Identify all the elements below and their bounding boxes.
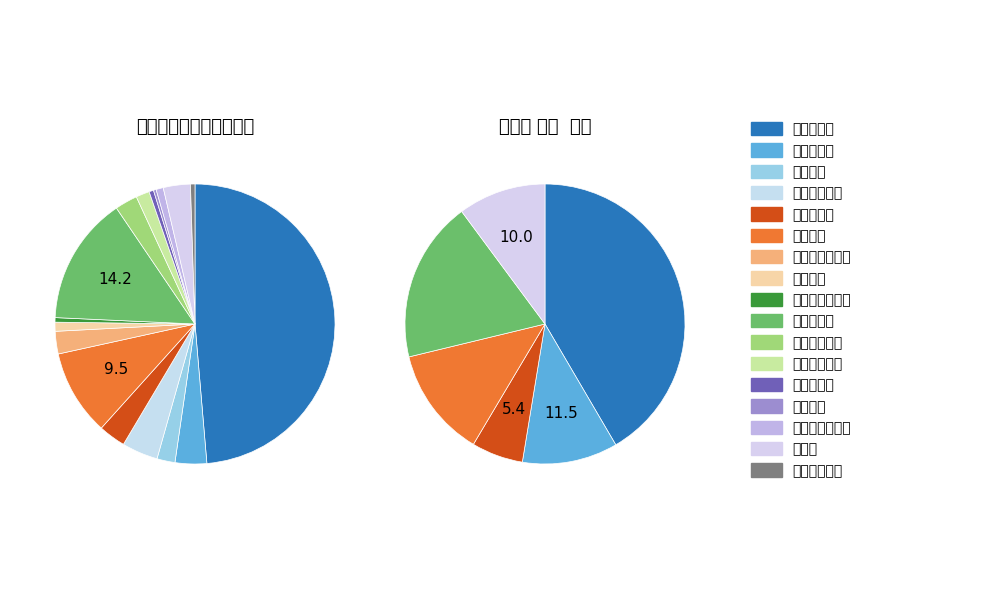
Wedge shape bbox=[55, 208, 195, 324]
Legend: ストレート, ツーシーム, シュート, カットボール, スプリット, フォーク, チェンジアップ, シンカー, 高速スライダー, スライダー, 縦スライダー, : ストレート, ツーシーム, シュート, カットボール, スプリット, フォーク,… bbox=[747, 118, 856, 482]
Text: 14.2: 14.2 bbox=[99, 272, 132, 287]
Wedge shape bbox=[116, 197, 195, 324]
Wedge shape bbox=[405, 211, 545, 357]
Wedge shape bbox=[175, 324, 207, 464]
Wedge shape bbox=[157, 324, 195, 463]
Wedge shape bbox=[153, 190, 195, 324]
Text: 5.4: 5.4 bbox=[502, 402, 526, 417]
Wedge shape bbox=[58, 324, 195, 428]
Wedge shape bbox=[136, 192, 195, 324]
Wedge shape bbox=[55, 322, 195, 331]
Wedge shape bbox=[55, 324, 195, 354]
Wedge shape bbox=[163, 184, 195, 324]
Wedge shape bbox=[522, 324, 616, 464]
Text: 11.5: 11.5 bbox=[545, 406, 578, 421]
Wedge shape bbox=[190, 184, 195, 324]
Wedge shape bbox=[55, 317, 195, 324]
Wedge shape bbox=[156, 188, 195, 324]
Wedge shape bbox=[462, 184, 545, 324]
Wedge shape bbox=[101, 324, 195, 445]
Title: 長谷川 信哉  選手: 長谷川 信哉 選手 bbox=[499, 118, 591, 136]
Wedge shape bbox=[149, 190, 195, 324]
Wedge shape bbox=[123, 324, 195, 459]
Wedge shape bbox=[545, 184, 685, 445]
Wedge shape bbox=[473, 324, 545, 462]
Text: 10.0: 10.0 bbox=[500, 230, 533, 245]
Text: 9.5: 9.5 bbox=[104, 362, 128, 377]
Wedge shape bbox=[195, 184, 335, 463]
Wedge shape bbox=[409, 324, 545, 445]
Title: パ・リーグ全プレイヤー: パ・リーグ全プレイヤー bbox=[136, 118, 254, 136]
